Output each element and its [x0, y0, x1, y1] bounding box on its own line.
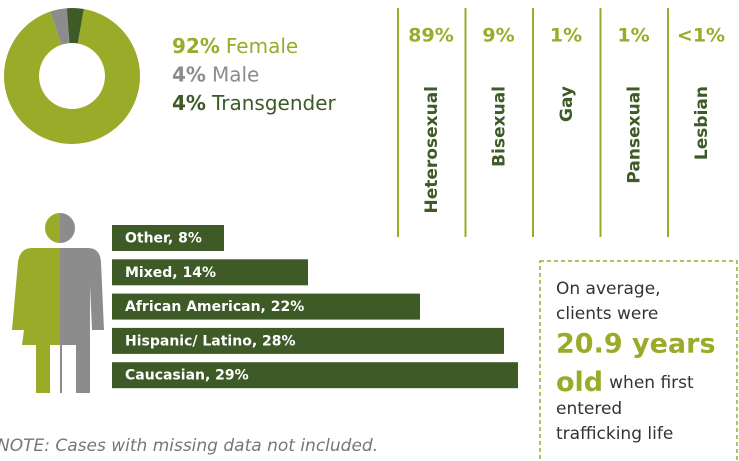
bar [112, 362, 518, 389]
callout-text: On average, [556, 279, 661, 299]
column-value: 1% [617, 25, 649, 47]
callout-text: trafficking life [556, 424, 673, 444]
column-value: 89% [408, 25, 453, 47]
bar-label: Mixed, 14% [125, 265, 216, 281]
legend-entry: 4% Male [172, 62, 259, 86]
legend-label: Transgender [211, 91, 337, 115]
icon-head-left [45, 213, 60, 243]
column-value: 9% [482, 25, 514, 47]
pie-slice [4, 9, 141, 145]
icon-body-right [60, 248, 104, 393]
callout-text: when first [609, 373, 694, 393]
column-value: 1% [550, 25, 582, 47]
column-label: Bisexual [490, 86, 510, 167]
person-icon [12, 213, 104, 393]
column-value: <1% [677, 25, 725, 47]
icon-body-left [12, 248, 60, 393]
bar [112, 327, 504, 354]
legend-entry: 92% Female [172, 34, 298, 58]
callout-text: clients were [556, 304, 658, 324]
pie-slice [50, 8, 70, 45]
legend-entry: 4% Transgender [172, 91, 336, 115]
bar-label: Caucasian, 29% [125, 368, 249, 384]
callout-highlight: 20.9 years [556, 329, 716, 360]
callout-highlight: old [556, 367, 603, 398]
column-label: Lesbian [692, 86, 712, 160]
pie-slice [66, 7, 84, 44]
column-label: Pansexual [625, 86, 645, 184]
bar [112, 259, 308, 286]
legend-label: Male [212, 62, 259, 86]
bar-label: Hispanic/ Latino, 28% [125, 333, 296, 349]
legend-value: 4% [172, 91, 206, 115]
note: NOTE: Cases with missing data not includ… [0, 436, 378, 456]
legend-value: 4% [172, 62, 206, 86]
column-label: Gay [557, 86, 577, 122]
callout-text: entered [556, 399, 622, 419]
legend-label: Female [226, 34, 298, 58]
callout-box [539, 260, 738, 461]
legend-value: 92% [172, 34, 220, 58]
bar [112, 225, 224, 251]
bar-label: African American, 22% [125, 299, 304, 315]
bar-label: Other, 8% [125, 231, 202, 247]
column-label: Heterosexual [422, 86, 442, 214]
bar [112, 293, 420, 320]
callout-line: old when first [556, 367, 694, 398]
icon-head-right [60, 213, 75, 243]
